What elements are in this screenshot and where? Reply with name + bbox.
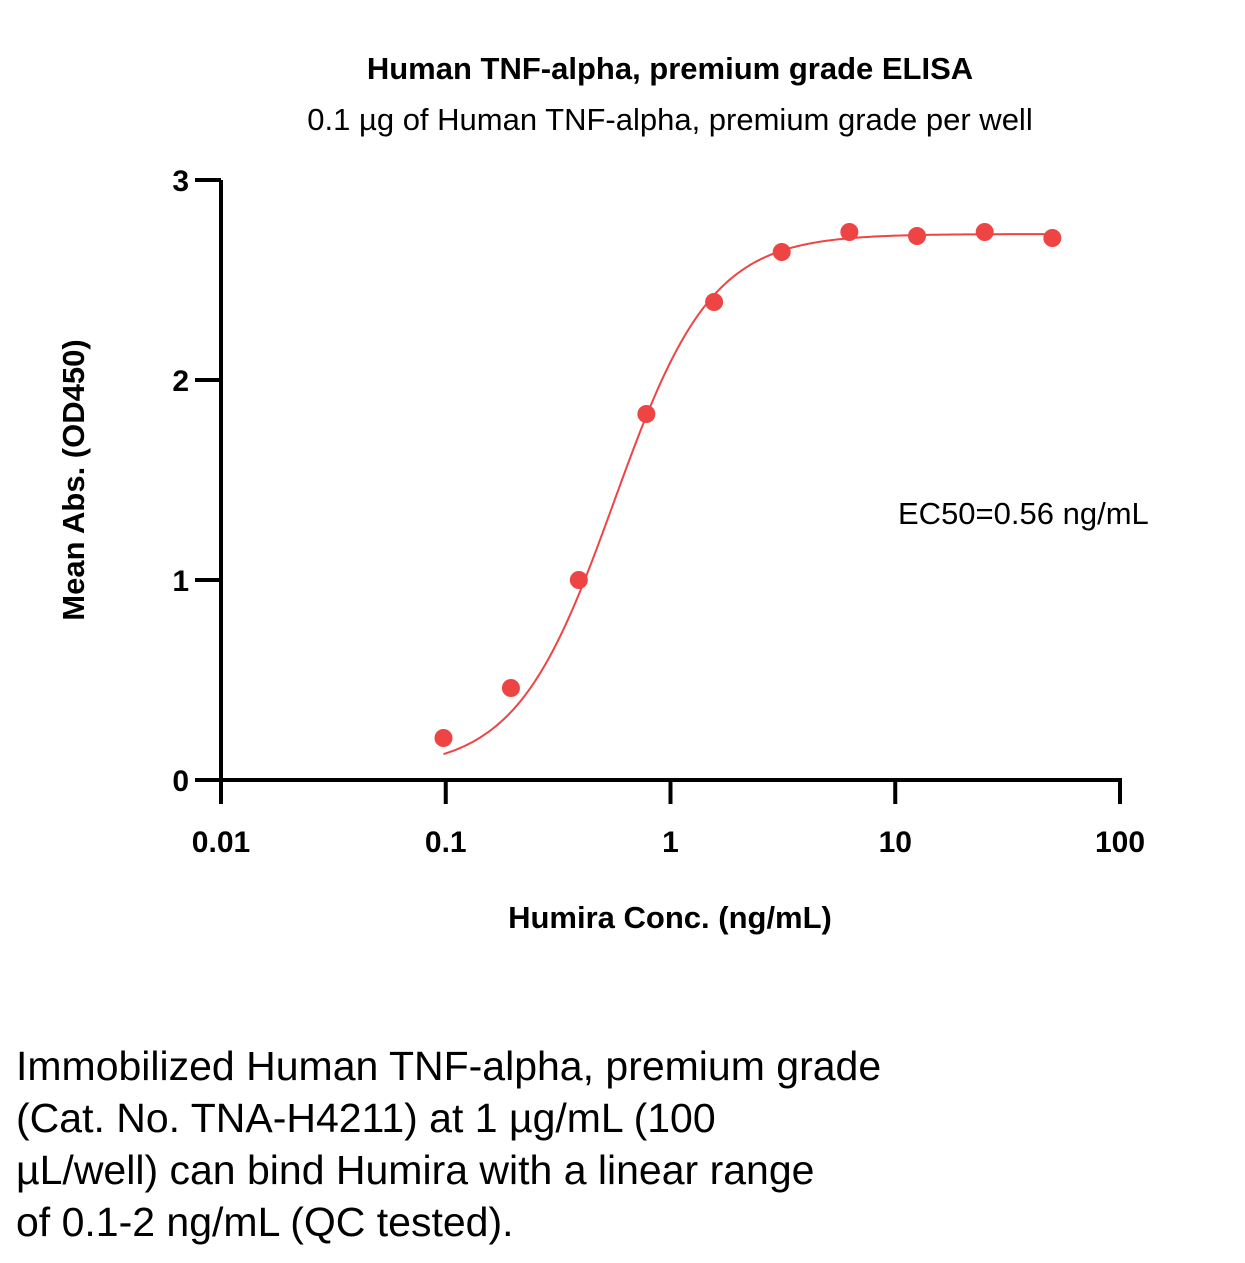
y-tick-label: 2 [172, 365, 189, 398]
caption-line: of 0.1-2 ng/mL (QC tested). [16, 1199, 514, 1245]
x-tick-label: 100 [1095, 826, 1145, 859]
x-tick-label: 1 [662, 826, 679, 859]
y-axis-label: Mean Abs. (OD450) [56, 339, 91, 620]
ec50-annotation: EC50=0.56 ng/mL [898, 496, 1149, 531]
figure-caption: Immobilized Human TNF-alpha, premium gra… [16, 1040, 1116, 1248]
x-tick-label: 0.01 [192, 826, 250, 859]
fit-curve-layer [443, 233, 1053, 756]
caption-line: µL/well) can bind Humira with a linear r… [16, 1147, 815, 1193]
data-point [434, 729, 453, 747]
data-point [975, 223, 994, 241]
axes: 0 1 2 3 0.01 0.1 1 10 100 [172, 165, 1145, 859]
fit-curve [443, 233, 1053, 756]
chart: Human TNF-alpha, premium grade ELISA 0.1… [56, 51, 1149, 935]
y-tick-label: 3 [172, 165, 189, 198]
data-points-layer [434, 223, 1062, 747]
y-tick-label: 1 [172, 565, 189, 598]
caption-line: Immobilized Human TNF-alpha, premium gra… [16, 1043, 882, 1089]
chart-subtitle: 0.1 µg of Human TNF-alpha, premium grade… [307, 102, 1032, 137]
data-point [569, 571, 588, 589]
x-tick-label: 0.1 [425, 826, 467, 859]
data-point [705, 293, 724, 311]
caption-line: (Cat. No. TNA-H4211) at 1 µg/mL (100 [16, 1095, 716, 1141]
x-tick-label: 10 [879, 826, 912, 859]
data-point [908, 227, 927, 245]
data-point [637, 405, 656, 423]
data-point [772, 243, 791, 261]
data-point [501, 679, 520, 697]
y-tick-label: 0 [172, 765, 189, 798]
data-point [1043, 229, 1062, 247]
data-point [840, 223, 859, 241]
x-axis-label: Humira Conc. (ng/mL) [508, 900, 832, 935]
chart-title: Human TNF-alpha, premium grade ELISA [367, 51, 973, 86]
